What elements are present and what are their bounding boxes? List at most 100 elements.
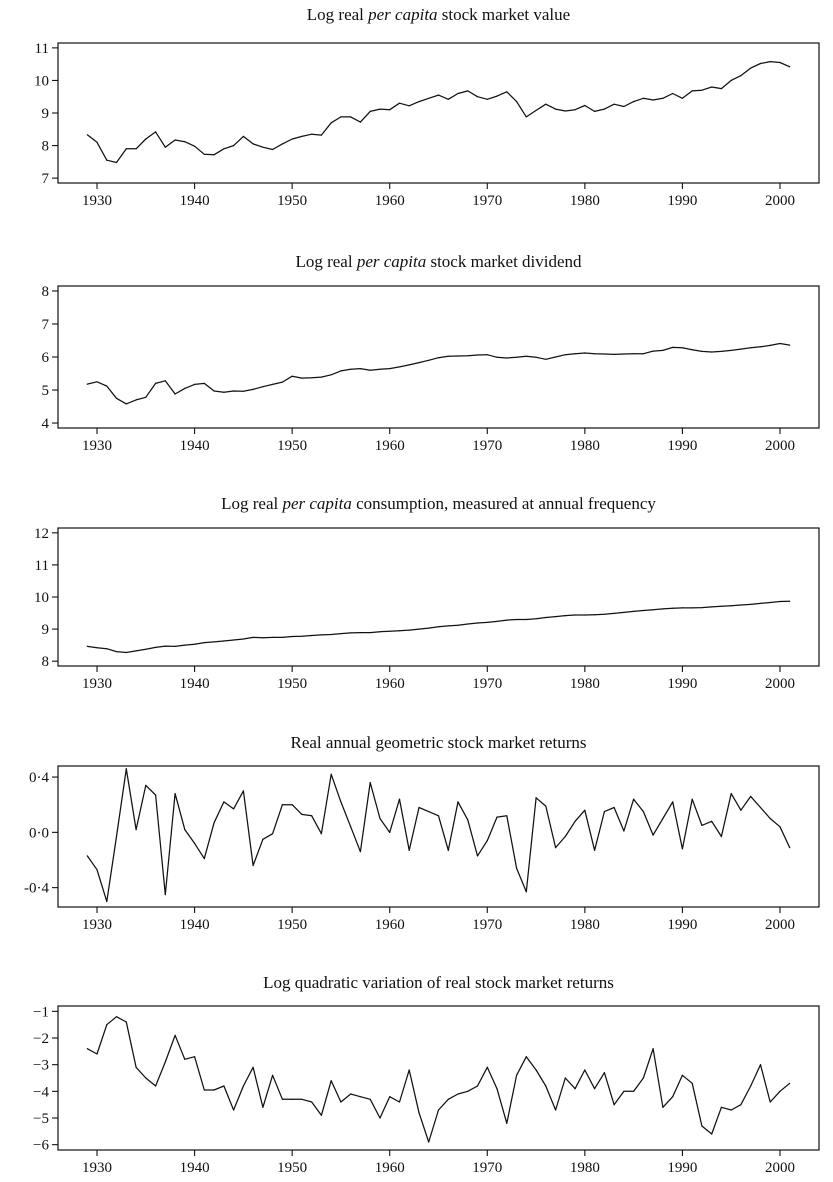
chart-title-part: per capita bbox=[281, 494, 351, 513]
data-point bbox=[750, 1085, 752, 1087]
data-point bbox=[155, 646, 157, 649]
data-point bbox=[184, 644, 186, 646]
chart-title: Real annual geometric stock market retur… bbox=[291, 733, 587, 752]
data-point bbox=[564, 110, 566, 112]
data-point bbox=[242, 390, 244, 392]
x-tick-label: 1930 bbox=[82, 438, 112, 454]
series-line bbox=[87, 342, 790, 405]
data-point bbox=[184, 829, 186, 831]
data-point bbox=[145, 396, 147, 398]
data-point bbox=[672, 92, 674, 95]
data-point bbox=[476, 354, 479, 356]
data-point bbox=[184, 1058, 186, 1060]
data-point bbox=[262, 146, 264, 148]
data-point bbox=[350, 632, 352, 634]
data-point bbox=[281, 381, 283, 383]
data-point bbox=[613, 612, 615, 615]
data-point bbox=[233, 639, 235, 641]
data-point bbox=[584, 104, 586, 107]
data-point bbox=[691, 1082, 693, 1084]
chart-title: Log real per capita stock market dividen… bbox=[295, 252, 582, 271]
y-tick-label: 8 bbox=[42, 284, 50, 300]
data-point bbox=[701, 824, 703, 827]
data-point bbox=[408, 105, 410, 107]
chart-title-part: Real annual geometric stock market retur… bbox=[291, 733, 587, 752]
chart-title-part: stock market value bbox=[438, 5, 571, 24]
data-point bbox=[428, 627, 430, 629]
data-point bbox=[506, 357, 508, 359]
data-point bbox=[447, 625, 449, 627]
data-point bbox=[340, 1101, 342, 1103]
data-point bbox=[535, 109, 537, 111]
data-point bbox=[789, 1082, 791, 1084]
x-tick-label: 1970 bbox=[472, 676, 502, 692]
data-point bbox=[730, 79, 732, 81]
data-point bbox=[691, 90, 693, 92]
data-point bbox=[506, 91, 508, 93]
data-point bbox=[691, 349, 693, 351]
x-tick-label: 1940 bbox=[180, 676, 210, 692]
data-point bbox=[359, 121, 361, 123]
x-tick-label: 1960 bbox=[375, 1160, 405, 1176]
data-point bbox=[486, 621, 488, 624]
x-tick-label: 1950 bbox=[277, 676, 307, 692]
data-point bbox=[594, 614, 596, 616]
data-points bbox=[86, 1016, 791, 1143]
data-point bbox=[701, 1125, 703, 1127]
data-point bbox=[447, 849, 449, 851]
y-tick-label: 9 bbox=[42, 106, 50, 122]
x-tick-label: 1930 bbox=[82, 193, 112, 209]
data-point bbox=[96, 1053, 98, 1055]
data-point bbox=[516, 1074, 518, 1076]
data-point bbox=[584, 1069, 586, 1071]
data-point bbox=[408, 364, 410, 366]
data-point bbox=[194, 643, 196, 645]
data-point bbox=[262, 838, 264, 840]
data-point bbox=[418, 1112, 420, 1114]
data-point bbox=[330, 773, 332, 775]
data-point bbox=[418, 362, 420, 364]
data-point bbox=[662, 97, 664, 99]
data-point bbox=[340, 801, 342, 803]
data-point bbox=[447, 1098, 449, 1100]
x-tick-label: 1960 bbox=[375, 676, 405, 692]
data-point bbox=[379, 631, 381, 633]
x-tick-label: 2000 bbox=[765, 438, 795, 454]
data-point bbox=[711, 86, 713, 88]
data-point bbox=[496, 816, 498, 818]
chart-title: Log quadratic variation of real stock ma… bbox=[263, 973, 614, 992]
data-point bbox=[623, 1090, 625, 1092]
data-point bbox=[740, 809, 742, 811]
data-point bbox=[613, 1104, 615, 1106]
y-tick-label: 12 bbox=[34, 526, 49, 542]
data-point bbox=[603, 613, 606, 615]
data-point bbox=[584, 352, 586, 354]
data-point bbox=[86, 645, 88, 648]
chart-panel-3: Log real per capita consumption, measure… bbox=[34, 494, 820, 692]
x-tick-label: 1940 bbox=[180, 438, 210, 454]
data-point bbox=[418, 101, 420, 103]
x-tick-label: 1960 bbox=[375, 917, 405, 933]
data-point bbox=[584, 809, 586, 811]
x-tick-label: 1980 bbox=[570, 438, 600, 454]
data-point bbox=[555, 616, 557, 618]
data-point bbox=[447, 355, 449, 357]
data-point bbox=[769, 344, 771, 346]
data-point bbox=[320, 134, 322, 136]
data-point bbox=[759, 602, 762, 605]
y-tick-label: -0·4 bbox=[24, 881, 49, 897]
data-point bbox=[398, 102, 401, 104]
data-point bbox=[730, 793, 732, 795]
data-point bbox=[467, 819, 469, 821]
x-tick-label: 1960 bbox=[375, 193, 405, 209]
data-point bbox=[233, 145, 235, 147]
data-point bbox=[320, 634, 322, 636]
data-point bbox=[115, 835, 118, 838]
data-point bbox=[759, 1064, 762, 1066]
data-point bbox=[681, 347, 684, 349]
data-point bbox=[125, 148, 127, 150]
data-point bbox=[369, 110, 371, 112]
data-point bbox=[155, 794, 157, 796]
data-point bbox=[662, 349, 664, 351]
data-point bbox=[359, 1096, 361, 1098]
